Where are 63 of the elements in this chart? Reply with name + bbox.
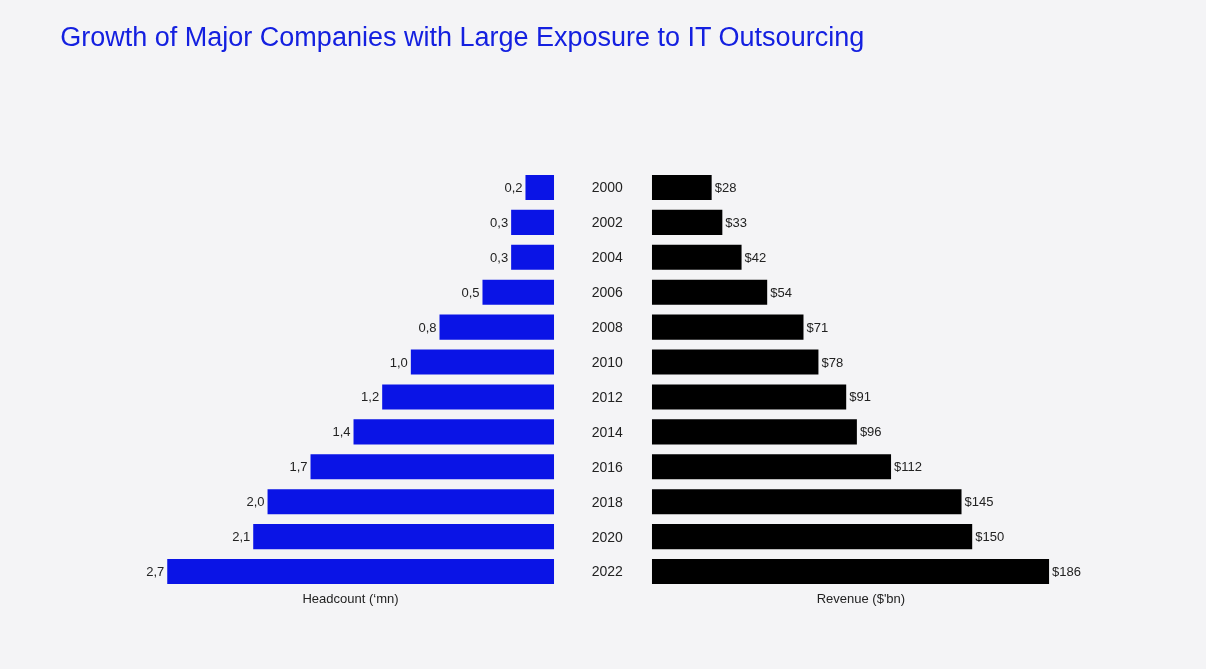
bar (651, 384, 847, 410)
data-label: $33 (725, 214, 748, 230)
y-tick-label: 2004 (591, 249, 624, 266)
bar (310, 454, 555, 480)
bar (525, 174, 555, 201)
data-label: 2,7 (146, 564, 165, 580)
bar (651, 314, 804, 340)
data-label: $186 (1052, 564, 1081, 580)
bar (482, 279, 555, 305)
bar (439, 314, 555, 340)
x-axis-title: Revenue ($'bn) (816, 590, 906, 606)
bar (253, 524, 555, 550)
bar (382, 384, 555, 410)
data-label: 2,1 (232, 529, 251, 545)
y-tick-label: 2006 (591, 284, 624, 301)
y-tick-label: 2020 (591, 528, 624, 545)
data-label: $96 (859, 424, 882, 440)
bar (651, 558, 1050, 585)
bar (651, 279, 768, 305)
y-tick-label: 2002 (591, 214, 624, 231)
y-tick-label: 2012 (591, 388, 624, 405)
data-label: 1,0 (389, 354, 408, 370)
data-label: $71 (806, 319, 829, 335)
y-tick-label: 2014 (591, 423, 624, 440)
data-label: $54 (770, 284, 792, 300)
bar (511, 244, 555, 270)
bar (511, 209, 555, 235)
y-tick-label: 2000 (591, 179, 624, 196)
bar (267, 489, 555, 515)
data-label: 0,2 (504, 179, 523, 195)
data-label: 1,7 (289, 459, 308, 475)
data-label: $145 (964, 494, 994, 510)
y-tick-label: 2008 (591, 319, 624, 336)
data-label: 0,8 (418, 319, 437, 335)
bar (651, 349, 819, 375)
data-label: $91 (849, 389, 871, 405)
data-label: 0,3 (490, 249, 509, 265)
data-label: $42 (744, 249, 767, 265)
bar (651, 489, 962, 515)
bar (651, 524, 973, 550)
data-label: 2,0 (246, 494, 265, 510)
data-label: 0,5 (461, 284, 480, 300)
bar (651, 419, 857, 445)
bar (410, 349, 555, 375)
data-label: $150 (975, 529, 1005, 545)
bar (651, 174, 712, 201)
y-tick-label: 2016 (591, 458, 624, 475)
data-label: $28 (714, 179, 737, 195)
y-tick-label: 2010 (591, 353, 624, 370)
y-tick-label: 2018 (591, 493, 624, 510)
bar (167, 558, 555, 585)
data-label: 1,2 (361, 389, 380, 405)
bar (353, 419, 555, 445)
y-tick-label: 2022 (591, 563, 624, 580)
bar (651, 209, 723, 235)
bar (651, 244, 742, 270)
data-label: 1,4 (332, 424, 351, 440)
chart-title: Growth of Major Companies with Large Exposure to IT Outsourcing (60, 21, 865, 52)
x-axis-title: Headcount (‘mn) (302, 590, 399, 606)
data-label: $112 (894, 459, 923, 475)
bar (651, 454, 892, 480)
data-label: $78 (821, 354, 844, 370)
data-label: 0,3 (490, 214, 509, 230)
